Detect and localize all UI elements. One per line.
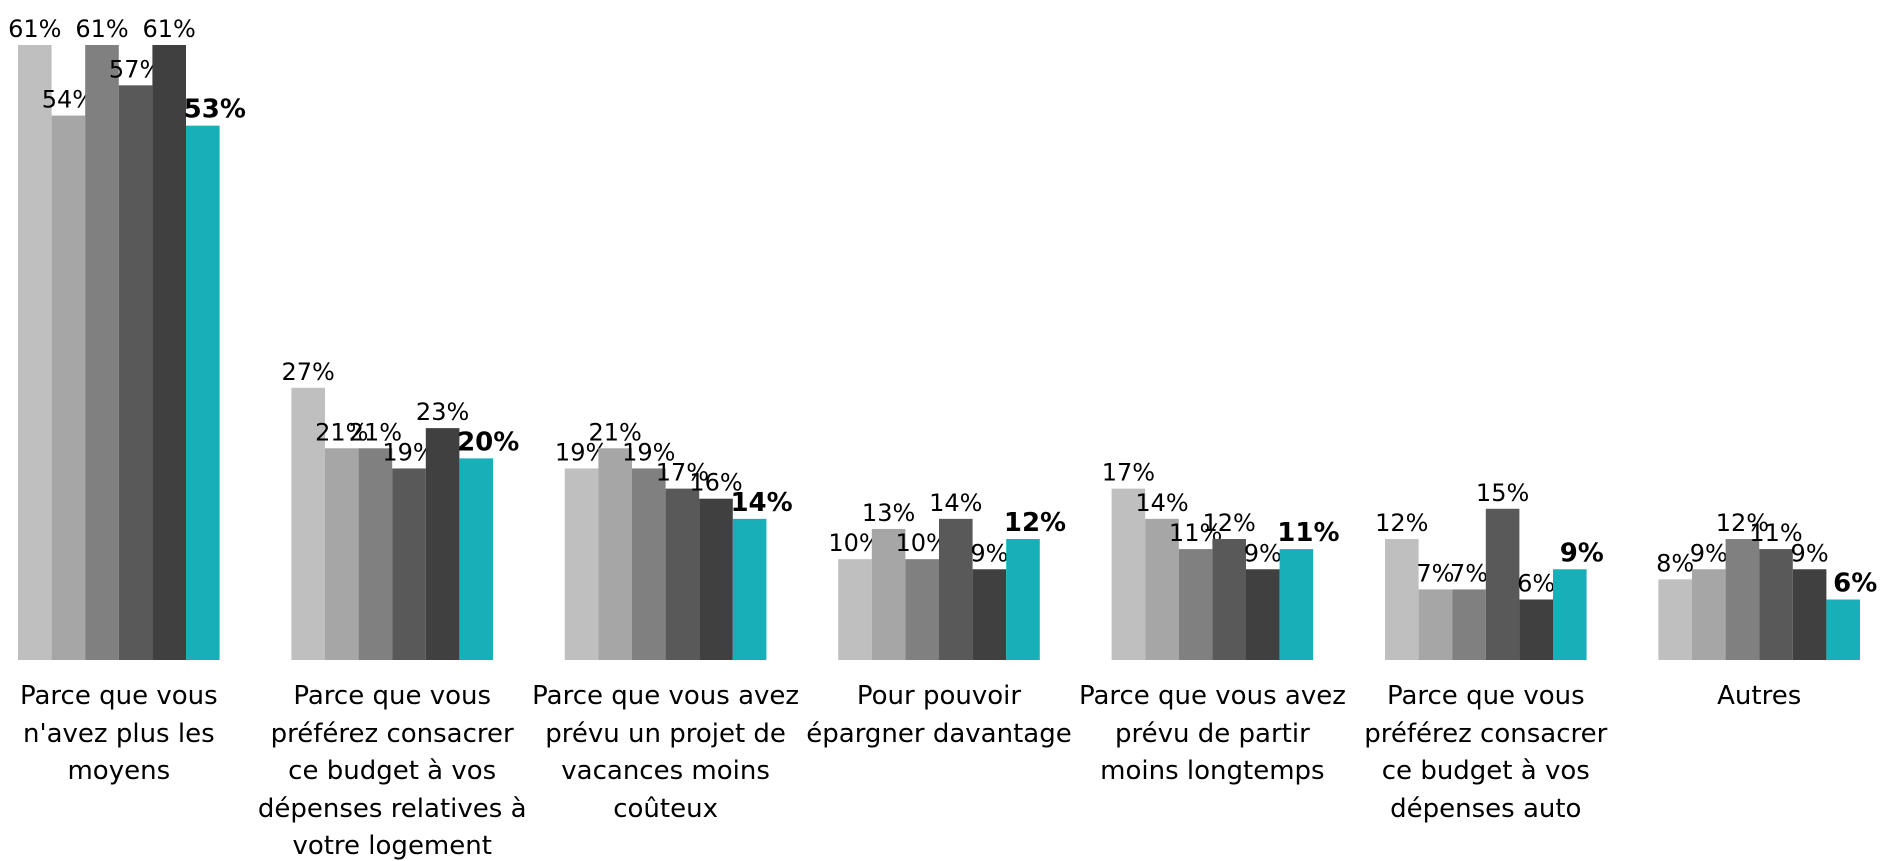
bar	[1553, 569, 1587, 660]
bar	[118, 85, 153, 660]
data-label: 16%	[689, 469, 742, 497]
bar	[186, 125, 220, 660]
data-label: 9%	[1791, 539, 1829, 567]
data-label: 21%	[315, 418, 368, 446]
data-label: 61%	[75, 15, 128, 43]
bar	[1145, 518, 1179, 660]
data-label: 53%	[184, 95, 246, 125]
data-label: 14%	[929, 489, 982, 517]
data-label: 14%	[1135, 489, 1188, 517]
data-label: 15%	[1476, 479, 1529, 507]
data-label: 13%	[862, 499, 915, 527]
data-label: 21%	[589, 418, 642, 446]
data-label: 12%	[1004, 508, 1066, 538]
bar	[1418, 589, 1453, 660]
bar	[51, 115, 86, 660]
data-label: 9%	[1244, 539, 1282, 567]
bar	[939, 518, 973, 660]
data-label: 17%	[1102, 459, 1155, 487]
bar	[1725, 539, 1760, 660]
bar	[699, 498, 733, 660]
bar	[1385, 539, 1419, 660]
bar	[1246, 569, 1280, 660]
data-label: 12%	[1716, 509, 1769, 537]
data-label: 12%	[1375, 509, 1428, 537]
bar	[291, 387, 325, 660]
bar	[1519, 599, 1553, 660]
data-label: 14%	[730, 488, 792, 518]
bar	[1485, 508, 1520, 660]
data-label: 7%	[1450, 559, 1488, 587]
data-label: 11%	[1277, 518, 1339, 548]
data-label: 6%	[1833, 569, 1877, 599]
bar	[838, 559, 872, 660]
bar	[1111, 488, 1146, 660]
data-label: 11%	[1749, 519, 1802, 547]
bar	[1826, 599, 1860, 660]
category-label: Pour pouvoir épargner davantage	[806, 681, 1072, 749]
data-label: 9%	[1690, 539, 1728, 567]
bar	[665, 488, 700, 660]
bar	[1759, 549, 1793, 660]
bar	[1212, 539, 1246, 660]
data-label: 7%	[1416, 559, 1454, 587]
bar	[1792, 569, 1827, 660]
bar	[1006, 539, 1040, 660]
category-label: Parce que vous préférez consacrer ce bud…	[1364, 681, 1608, 824]
bar	[564, 468, 599, 660]
data-label: 9%	[970, 539, 1008, 567]
bar	[392, 468, 426, 660]
bar	[1658, 579, 1692, 660]
bar	[972, 569, 1007, 660]
bar	[1452, 589, 1486, 660]
data-label: 8%	[1656, 549, 1694, 577]
data-label: 19%	[622, 438, 675, 466]
data-label: 21%	[349, 418, 402, 446]
bar	[598, 448, 632, 660]
bar	[152, 45, 186, 660]
bar	[425, 428, 460, 660]
category-label: Parce que vous n'avez plus les moyens	[19, 681, 218, 786]
data-label: 61%	[8, 15, 61, 43]
bar	[325, 448, 359, 660]
bar	[358, 448, 393, 660]
bar	[85, 45, 119, 660]
data-label: 61%	[143, 15, 196, 43]
bar	[732, 518, 767, 660]
bar	[905, 559, 939, 660]
bar	[1178, 549, 1213, 660]
bar	[459, 458, 493, 660]
bar	[871, 528, 906, 660]
data-label: 9%	[1560, 538, 1604, 568]
data-label: 6%	[1517, 570, 1555, 598]
bar	[632, 468, 666, 660]
category-label: Parce que vous préférez consacrer ce bud…	[257, 681, 527, 861]
data-label: 12%	[1203, 509, 1256, 537]
bar	[1692, 569, 1726, 660]
data-label: 23%	[416, 398, 469, 426]
category-label: Autres	[1717, 681, 1802, 711]
data-label: 20%	[457, 427, 519, 457]
bar	[1279, 549, 1314, 660]
category-label: Parce que vous avez prévu de partir moin…	[1078, 681, 1346, 786]
data-label: 17%	[656, 459, 709, 487]
bar	[18, 45, 52, 660]
data-label: 27%	[282, 358, 335, 386]
category-label: Parce que vous avez prévu un projet de v…	[532, 681, 800, 824]
